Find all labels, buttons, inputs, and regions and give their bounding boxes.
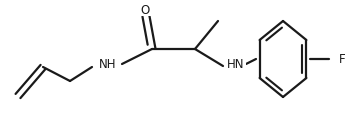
Text: F: F bbox=[339, 53, 345, 66]
Text: O: O bbox=[140, 3, 150, 16]
Text: NH: NH bbox=[99, 58, 117, 71]
Text: HN: HN bbox=[227, 58, 245, 71]
